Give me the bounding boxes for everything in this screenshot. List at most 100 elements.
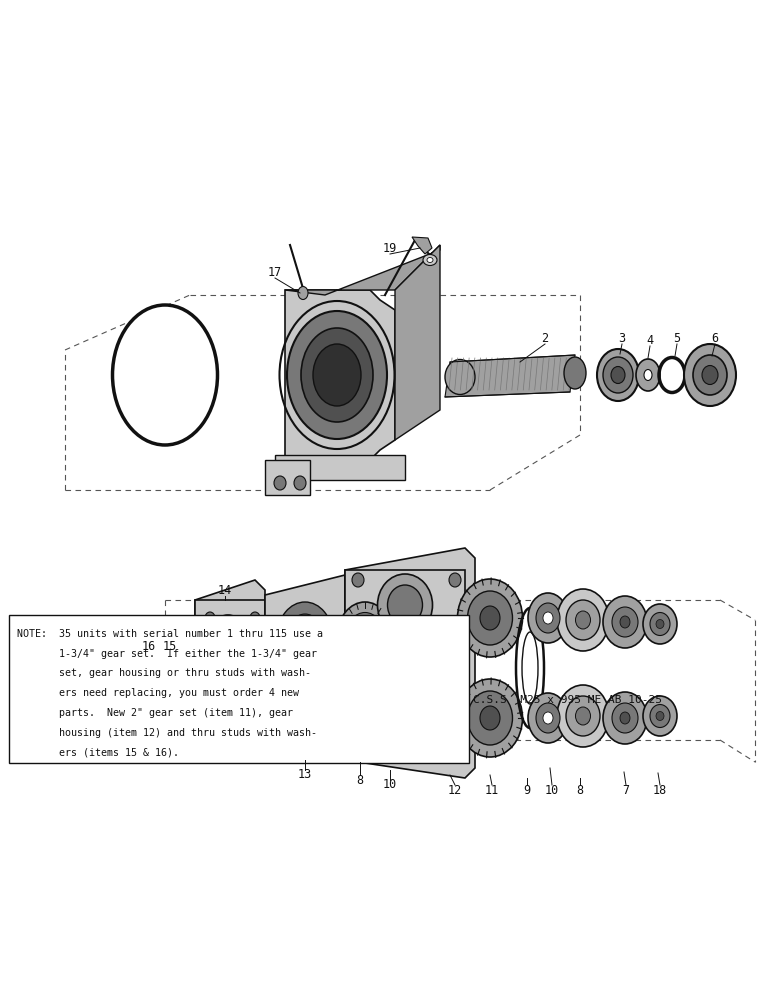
Ellipse shape [480, 606, 500, 630]
Ellipse shape [125, 321, 205, 429]
Ellipse shape [313, 344, 361, 406]
Text: 2: 2 [541, 332, 549, 344]
Ellipse shape [458, 679, 523, 757]
Ellipse shape [337, 602, 392, 670]
Ellipse shape [603, 357, 633, 393]
Ellipse shape [287, 311, 387, 439]
Text: 9: 9 [523, 784, 530, 796]
Ellipse shape [277, 682, 333, 750]
Ellipse shape [113, 305, 218, 445]
Ellipse shape [468, 691, 513, 745]
Ellipse shape [702, 365, 718, 384]
Text: housing (item 12) and thru studs with wash-: housing (item 12) and thru studs with wa… [17, 728, 317, 738]
Ellipse shape [612, 607, 638, 637]
Text: 5: 5 [673, 332, 681, 344]
Ellipse shape [684, 344, 736, 406]
Ellipse shape [611, 366, 625, 383]
Polygon shape [195, 600, 265, 755]
Ellipse shape [564, 357, 586, 389]
Ellipse shape [352, 573, 364, 587]
Ellipse shape [274, 476, 286, 490]
Ellipse shape [277, 602, 333, 670]
Ellipse shape [620, 616, 630, 628]
Text: 19: 19 [383, 241, 397, 254]
Polygon shape [395, 245, 440, 440]
Ellipse shape [480, 706, 500, 730]
Text: ers need replacing, you must order 4 new: ers need replacing, you must order 4 new [17, 688, 300, 698]
Ellipse shape [352, 743, 364, 757]
Polygon shape [140, 666, 390, 673]
Text: 8: 8 [577, 784, 584, 796]
Ellipse shape [528, 593, 568, 643]
Ellipse shape [650, 612, 670, 636]
Ellipse shape [346, 692, 384, 740]
Ellipse shape [298, 286, 308, 300]
Ellipse shape [566, 696, 600, 736]
Ellipse shape [656, 619, 664, 629]
Polygon shape [135, 644, 150, 659]
Ellipse shape [536, 603, 560, 633]
Bar [9, 615, 469, 763]
Polygon shape [135, 662, 150, 677]
Ellipse shape [597, 349, 639, 401]
Polygon shape [285, 245, 440, 295]
Ellipse shape [250, 612, 260, 624]
Ellipse shape [346, 612, 384, 660]
Ellipse shape [612, 703, 638, 733]
Text: 6: 6 [712, 332, 719, 344]
Ellipse shape [301, 328, 373, 422]
Ellipse shape [656, 712, 664, 720]
Ellipse shape [603, 596, 647, 648]
Polygon shape [345, 548, 475, 778]
Ellipse shape [566, 600, 600, 640]
Polygon shape [265, 460, 310, 495]
Ellipse shape [337, 682, 392, 750]
Text: 10: 10 [383, 778, 397, 792]
Ellipse shape [644, 369, 652, 380]
Ellipse shape [449, 573, 461, 587]
Ellipse shape [650, 704, 670, 728]
Polygon shape [275, 455, 405, 480]
Ellipse shape [458, 579, 523, 657]
Text: set, gear housing or thru studs with wash-: set, gear housing or thru studs with was… [17, 668, 311, 678]
Ellipse shape [250, 732, 260, 744]
Text: 10: 10 [545, 784, 559, 796]
Polygon shape [345, 570, 465, 760]
Ellipse shape [205, 732, 215, 744]
Ellipse shape [449, 743, 461, 757]
Text: 7: 7 [622, 784, 629, 796]
Text: 3: 3 [618, 332, 625, 344]
Ellipse shape [620, 712, 630, 724]
Text: 17: 17 [268, 265, 282, 278]
Ellipse shape [536, 703, 560, 733]
Ellipse shape [445, 360, 475, 394]
Ellipse shape [543, 612, 553, 624]
Ellipse shape [205, 612, 215, 624]
Polygon shape [285, 290, 395, 460]
Ellipse shape [388, 705, 422, 745]
Ellipse shape [636, 359, 660, 391]
Text: 14: 14 [218, 584, 232, 596]
Polygon shape [140, 648, 390, 655]
Ellipse shape [287, 694, 323, 738]
Ellipse shape [287, 614, 323, 658]
Ellipse shape [388, 585, 422, 625]
Ellipse shape [201, 635, 256, 705]
Ellipse shape [423, 254, 437, 265]
Text: C.S.S  M25 x 995 ME AB 10-25: C.S.S M25 x 995 ME AB 10-25 [473, 695, 662, 705]
Ellipse shape [575, 707, 591, 725]
Ellipse shape [543, 712, 553, 724]
Ellipse shape [557, 589, 609, 651]
Ellipse shape [378, 694, 432, 756]
Text: 18: 18 [653, 784, 667, 796]
Polygon shape [265, 575, 345, 760]
Ellipse shape [528, 693, 568, 743]
Text: parts.  New 2" gear set (item 11), gear: parts. New 2" gear set (item 11), gear [17, 708, 293, 718]
Ellipse shape [378, 574, 432, 636]
Text: 13: 13 [298, 768, 312, 782]
Text: NOTE:  35 units with serial number 1 thru 115 use a: NOTE: 35 units with serial number 1 thru… [17, 629, 323, 639]
Ellipse shape [294, 476, 306, 490]
Ellipse shape [643, 696, 677, 736]
Text: 12: 12 [448, 784, 462, 796]
Text: 15: 15 [163, 640, 177, 652]
